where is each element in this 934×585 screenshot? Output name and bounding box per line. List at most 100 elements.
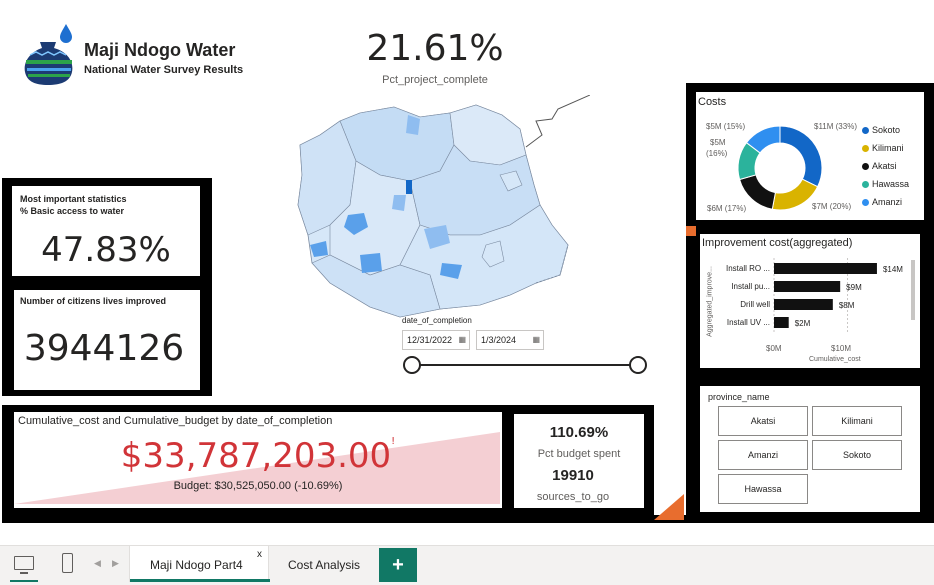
date-range-handle-end[interactable] [629,356,647,374]
scrollbar[interactable] [911,260,915,320]
legend-dot [862,144,869,152]
pct-budget-value: 110.69% [549,424,609,441]
bar[interactable] [774,263,877,274]
app-title: Maji Ndogo Water [84,40,236,60]
legend-item[interactable]: Akatsi [862,157,909,175]
donut-slice-sokoto[interactable] [779,125,823,188]
sources-value: 19910 [552,467,594,484]
bar-data-label: $8M [839,301,855,310]
bar[interactable] [774,299,833,310]
legend-item[interactable]: Kilimani [862,139,909,157]
desktop-view-icon[interactable] [14,556,34,570]
bar-data-label: $14M [883,265,903,274]
kpi-basic-value: 47.83% [41,230,171,270]
app-subtitle: National Water Survey Results [84,64,244,76]
cumulative-title: Cumulative_cost and Cumulative_budget by… [18,415,333,427]
plus-icon: + [392,553,404,576]
bar-category-label: Install RO ... [726,264,770,273]
date-range-handle-start[interactable] [403,356,421,374]
warning-icon: ! [391,436,396,447]
resize-marker [654,494,684,520]
bar-category-label: Drill well [740,300,770,309]
kpi-basic-card: Most important statistics % Basic access… [2,178,212,288]
improvement-card: Improvement cost(aggregated) Aggregated_… [700,234,920,368]
improvement-title: Improvement cost(aggregated) [702,237,853,249]
pct-budget-label: Pct budget spent [537,448,621,460]
costs-label-hawassa-1: $5M [710,138,726,147]
improvement-ylabel: Aggregated_improve... [706,266,714,337]
costs-label-kilimani: $7M (20%) [812,202,852,211]
costs-label-hawassa-2: (16%) [706,149,728,158]
bar[interactable] [774,281,841,292]
date-range-track[interactable] [412,364,638,366]
bar-data-label: $2M [795,319,811,328]
province-button-hawassa[interactable]: Hawassa [718,474,808,504]
costs-title: Costs [698,96,727,108]
legend-dot [862,198,869,206]
active-view-underline [10,580,38,582]
legend-label: Akatsi [872,161,897,171]
bar-data-label: $9M [846,283,862,292]
province-map[interactable] [290,94,591,335]
xtick-label: $10M [831,344,852,353]
province-button-amanzi[interactable]: Amanzi [718,440,808,470]
logo [24,22,80,86]
costs-card: Costs $11M (33%) $7M (20%) $6M (17%) $5M… [696,92,924,220]
tab-maji-ndogo-part4[interactable]: Maji Ndogo Part4 x [129,546,270,582]
province-button-akatsi[interactable]: Akatsi [718,406,808,436]
date-start-input[interactable]: 12/31/2022 ▦ [402,330,470,350]
legend-label: Amanzi [872,197,903,207]
province-button-kilimani[interactable]: Kilimani [812,406,902,436]
budget-stats-card: 110.69% Pct budget spent 19910 sources_t… [514,414,644,508]
next-page-icon[interactable]: ▶ [112,558,119,568]
date-slicer-label: date_of_completion [402,316,472,325]
date-start-value: 12/31/2022 [407,335,453,345]
legend-label: Hawassa [872,179,910,189]
bar-category-label: Install UV ... [727,318,770,327]
legend-item[interactable]: Amanzi [862,193,909,211]
costs-label-akatsi: $6M (17%) [707,204,747,213]
cumulative-value-text: $33,787,203.00 [120,436,392,476]
kpi-basic-title-2: % Basic access to water [20,206,125,216]
calendar-icon[interactable]: ▦ [458,335,466,344]
costs-donut[interactable] [734,122,826,214]
kpi-citizens-card: Number of citizens lives improved 394412… [2,284,212,396]
close-icon[interactable]: x [257,549,262,560]
mobile-view-icon[interactable] [62,553,73,573]
bottom-strip [2,515,934,523]
date-end-input[interactable]: 1/3/2024 ▦ [476,330,544,350]
bar[interactable] [774,317,789,328]
cumulative-card: Cumulative_cost and Cumulative_budget by… [14,412,502,508]
donut-slice-amanzi[interactable] [745,125,781,154]
legend-item[interactable]: Hawassa [862,175,909,193]
legend-dot [862,126,869,134]
donut-slice-kilimani[interactable] [771,178,819,211]
sources-label: sources_to_go [536,491,610,503]
prev-page-icon[interactable]: ◀ [94,558,101,568]
kpi-basic-title-1: Most important statistics [20,194,127,204]
page-tab-bar: ◀ ▶ Maji Ndogo Part4 x Cost Analysis + [0,545,934,585]
calendar-icon[interactable]: ▦ [532,335,540,344]
kpi-project-value: 21.61% [366,28,504,69]
improvement-xlabel: Cumulative_cost [809,356,861,363]
desktop-view-stand [20,572,28,574]
cumulative-budget: Budget: $30,525,050.00 (-10.69%) [173,480,343,492]
tab-label: Maji Ndogo Part4 [150,558,243,572]
kpi-citizens-title: Number of citizens lives improved [20,296,167,306]
costs-label-amanzi: $5M (15%) [706,122,746,131]
legend-label: Sokoto [872,125,901,135]
legend-label: Kilimani [872,143,904,153]
add-page-button[interactable]: + [379,548,417,582]
province-slicer: province_name Akatsi Kilimani Amanzi Sok… [700,386,920,512]
date-end-value: 1/3/2024 [481,335,517,345]
province-button-sokoto[interactable]: Sokoto [812,440,902,470]
bar-category-label: Install pu... [731,282,770,291]
cumulative-value: $33,787,203.00! [14,436,502,476]
legend-item[interactable]: Sokoto [862,121,909,139]
cumulative-area-chart[interactable] [14,430,500,506]
active-tab-underline [130,579,270,582]
improvement-bar-chart[interactable]: Install RO ... $14M Install pu... $9M Drill … [720,258,910,338]
kpi-project-label: Pct_project_complete [382,74,488,86]
tab-cost-analysis[interactable]: Cost Analysis [270,546,376,582]
legend-dot [862,162,869,170]
